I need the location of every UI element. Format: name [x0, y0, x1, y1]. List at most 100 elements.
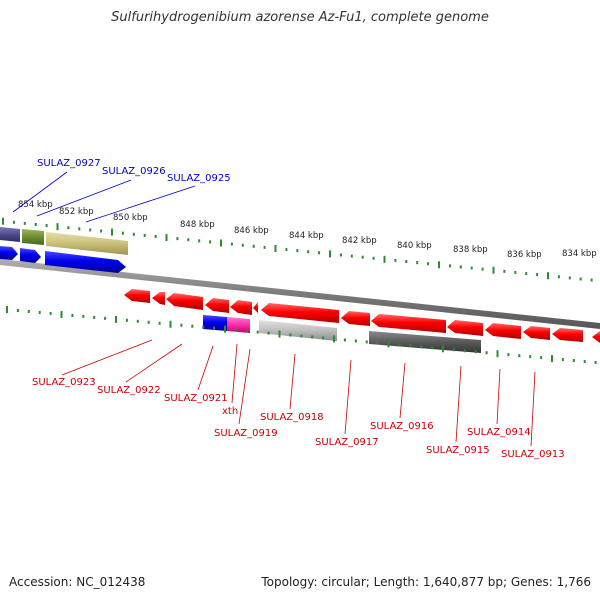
lower-tick-minor	[136, 319, 139, 323]
upper-tick-major	[492, 266, 495, 274]
lower-tick-major	[224, 325, 226, 333]
lower-tick-minor	[256, 330, 259, 334]
forward-label-leader	[12, 171, 68, 213]
lower-tick-major	[442, 345, 444, 353]
reverse-gene-label[interactable]: SULAZ_0922	[97, 385, 161, 396]
scale-label: 840 kbp	[397, 241, 432, 251]
upper-tick-major	[329, 250, 331, 258]
gene-blue-block[interactable]	[203, 315, 227, 331]
upper-tick-minor	[361, 255, 364, 259]
gene-reverse-arrow-4[interactable]	[205, 298, 229, 313]
lower-tick-minor	[398, 343, 401, 347]
gene-olive-block[interactable]	[22, 229, 44, 245]
gene-navy-block[interactable]	[0, 227, 20, 242]
reverse-label-leader	[197, 345, 214, 391]
gene-forward-arrow-2[interactable]	[20, 248, 41, 263]
gene-forward-arrow-1[interactable]	[0, 246, 18, 260]
lower-tick-minor	[322, 336, 325, 340]
gene-reverse-arrow-10[interactable]	[447, 320, 483, 336]
forward-gene-label[interactable]: SULAZ_0926	[102, 166, 166, 177]
lower-tick-minor	[49, 311, 52, 315]
lower-tick-minor	[594, 361, 597, 365]
lower-tick-minor	[376, 341, 379, 345]
gene-reverse-arrow-3[interactable]	[166, 293, 203, 310]
reverse-label-leader	[399, 362, 406, 419]
forward-gene-label[interactable]: SULAZ_0925	[167, 173, 231, 184]
lower-tick-minor	[245, 329, 248, 333]
gene-reverse-arrow-5[interactable]	[230, 300, 252, 315]
lower-tick-minor	[540, 356, 543, 360]
reverse-gene-label[interactable]: SULAZ_0923	[32, 377, 96, 388]
gene-reverse-arrow-14[interactable]	[592, 331, 600, 343]
map-title: Sulfurihydrogenibium azorense Az-Fu1, co…	[111, 10, 489, 25]
scale-ticks	[2, 217, 597, 365]
upper-tick-minor	[285, 248, 288, 252]
forward-label-leader	[85, 185, 196, 223]
upper-tick-minor	[318, 251, 321, 255]
accession-text: Accession: NC_012438	[9, 575, 146, 589]
lower-tick-minor	[16, 309, 19, 313]
reverse-gene-label[interactable]: SULAZ_0917	[315, 437, 379, 448]
lower-tick-minor	[93, 315, 96, 319]
upper-tick-major	[2, 217, 4, 225]
gene-reverse-arrow-8[interactable]	[341, 311, 370, 326]
upper-tick-minor	[525, 272, 528, 276]
upper-tick-minor	[78, 227, 81, 231]
reverse-gene-label[interactable]: SULAZ_0919	[214, 428, 278, 439]
scale-label: 854 kbp	[18, 200, 53, 210]
lower-tick-minor	[354, 339, 357, 343]
gene-reverse-arrow-13[interactable]	[552, 328, 583, 342]
lower-tick-minor	[507, 353, 510, 357]
upper-tick-minor	[263, 245, 266, 249]
scale-label: 838 kbp	[453, 245, 488, 255]
upper-tick-minor	[89, 228, 92, 232]
lower-tick-minor	[234, 328, 237, 332]
upper-tick-major	[438, 261, 440, 269]
reverse-gene-label[interactable]: SULAZ_0914	[467, 427, 531, 438]
reverse-gene-label[interactable]: xth	[222, 406, 238, 417]
reverse-gene-label[interactable]: SULAZ_0916	[370, 421, 434, 432]
gene-reverse-arrow-1[interactable]	[124, 289, 150, 303]
gene-tan-block[interactable]	[46, 232, 128, 255]
lower-tick-major	[169, 320, 172, 328]
reverse-gene-label[interactable]: SULAZ_0913	[501, 449, 565, 460]
scale-labels: 854 kbp 852 kbp 850 kbp 848 kbp 846 kbp 844 k…	[18, 200, 597, 260]
gene-reverse-arrow-9[interactable]	[371, 314, 446, 333]
upper-tick-minor	[121, 231, 124, 235]
gene-light-gray-block[interactable]	[259, 320, 337, 341]
upper-tick-minor	[100, 229, 103, 233]
gene-forward-arrow-3[interactable]	[45, 251, 126, 273]
upper-tick-minor	[209, 240, 212, 244]
upper-tick-minor	[481, 267, 484, 271]
reverse-label-leader	[289, 353, 296, 410]
gene-dark-gray-block[interactable]	[369, 331, 481, 353]
upper-tick-minor	[12, 220, 15, 224]
gene-reverse-arrow-7[interactable]	[261, 303, 339, 323]
lower-tick-major	[387, 340, 390, 348]
reverse-gene-label[interactable]: SULAZ_0915	[426, 445, 490, 456]
gene-reverse-arrow-12[interactable]	[523, 326, 550, 340]
upper-tick-major	[274, 244, 277, 252]
upper-tick-minor	[230, 242, 233, 246]
gene-reverse-arrow-2[interactable]	[152, 292, 165, 305]
reverse-label-leader	[530, 371, 536, 447]
upper-tick-minor	[579, 277, 582, 281]
lower-tick-minor	[311, 335, 314, 339]
lower-tick-minor	[125, 318, 128, 322]
lower-tick-major	[6, 306, 8, 314]
forward-gene-label[interactable]: SULAZ_0927	[37, 158, 101, 169]
upper-tick-minor	[67, 226, 70, 230]
lower-tick-minor	[38, 310, 41, 314]
reverse-label-leader	[344, 359, 352, 435]
reverse-gene-label[interactable]: SULAZ_0921	[164, 393, 228, 404]
upper-tick-minor	[176, 237, 179, 241]
lower-tick-minor	[529, 355, 532, 359]
gene-reverse-arrow-11[interactable]	[485, 323, 521, 339]
gene-reverse-arrow-6[interactable]	[253, 302, 258, 313]
lower-tick-minor	[71, 313, 74, 317]
lower-tick-major	[278, 330, 281, 338]
reverse-gene-label[interactable]: SULAZ_0918	[260, 412, 324, 423]
upper-tick-major	[220, 239, 222, 247]
gene-pink-block[interactable]	[227, 317, 250, 333]
